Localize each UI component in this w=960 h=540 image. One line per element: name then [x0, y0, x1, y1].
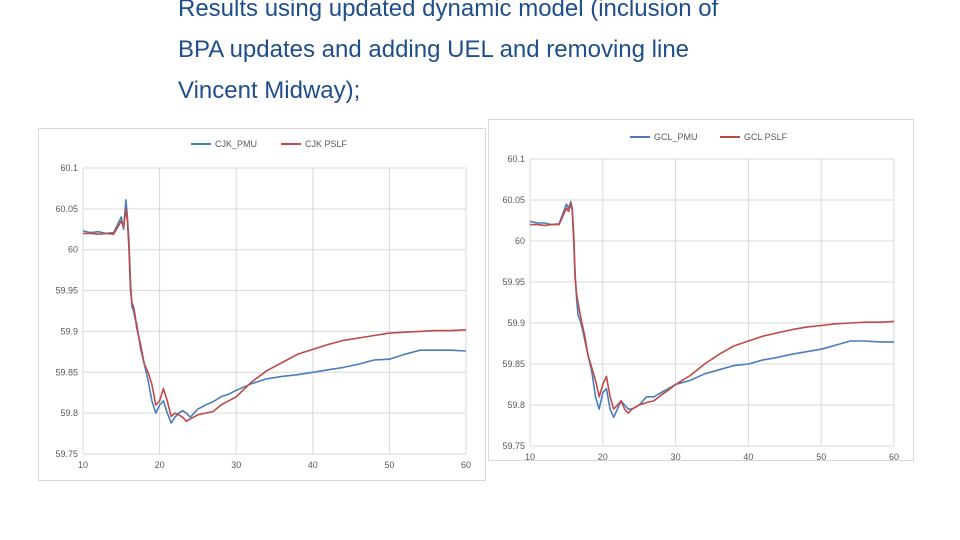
- gcl-frequency-chart: 59.75 59.8 59.85 59.9 59.95 60 60.05 60.1 10 20 30…: [488, 119, 914, 461]
- y-tick-label: 60.1: [507, 154, 525, 164]
- slide-title-line-2: BPA updates and adding UEL and removing …: [178, 36, 690, 63]
- legend-label: GCL_PMU: [654, 132, 698, 142]
- y-tick-label: 60.05: [502, 195, 525, 205]
- x-tick-label: 10: [78, 460, 88, 470]
- x-tick-label: 30: [231, 460, 241, 470]
- gcl-chart-svg: 59.75 59.8 59.85 59.9 59.95 60 60.05 60.1 10 20 30…: [502, 132, 899, 460]
- y-tick-label: 59.95: [502, 277, 525, 287]
- x-tick-label: 60: [889, 452, 899, 460]
- y-tick-label: 60: [515, 236, 525, 246]
- y-tick-label: 60.1: [60, 163, 78, 173]
- y-tick-label: 59.9: [507, 318, 525, 328]
- x-tick-label: 20: [598, 452, 608, 460]
- x-tick-label: 60: [461, 460, 471, 470]
- slide-title-line-1: Results using updated dynamic model (inc…: [178, 0, 719, 22]
- x-tick-label: 20: [155, 460, 165, 470]
- x-tick-label: 40: [308, 460, 318, 470]
- cjk-chart-svg: 59.75 59.8 59.85 59.9 59.95 60 60.05 60.1 10 20 30…: [55, 139, 471, 470]
- slide-title-line-3: Vincent Midway);: [178, 77, 361, 104]
- x-tick-label: 50: [816, 452, 826, 460]
- y-tick-label: 59.9: [60, 326, 78, 336]
- series-line-pslf: [530, 202, 895, 415]
- y-tick-label: 59.8: [60, 408, 78, 418]
- x-tick-label: 30: [671, 452, 681, 460]
- series-line-pmu: [82, 199, 467, 424]
- x-tick-label: 10: [525, 452, 535, 460]
- x-tick-label: 50: [384, 460, 394, 470]
- y-tick-label: 59.75: [502, 441, 525, 451]
- cjk-frequency-chart: 59.75 59.8 59.85 59.9 59.95 60 60.05 60.1 10 20 30…: [38, 128, 486, 481]
- legend-label: CJK PSLF: [305, 139, 348, 149]
- y-tick-label: 59.85: [502, 359, 525, 369]
- y-tick-label: 60.05: [55, 204, 78, 214]
- y-tick-label: 59.75: [55, 449, 78, 459]
- series-line-pslf: [83, 208, 467, 423]
- y-tick-label: 59.8: [507, 400, 525, 410]
- y-tick-label: 59.85: [55, 367, 78, 377]
- slide-title: Results using updated dynamic model (inc…: [178, 0, 928, 111]
- legend-label: CJK_PMU: [215, 139, 257, 149]
- legend-label: GCL PSLF: [744, 132, 788, 142]
- series-line-pmu: [529, 200, 894, 419]
- y-tick-label: 60: [68, 245, 78, 255]
- y-tick-label: 59.95: [55, 286, 78, 296]
- x-tick-label: 40: [743, 452, 753, 460]
